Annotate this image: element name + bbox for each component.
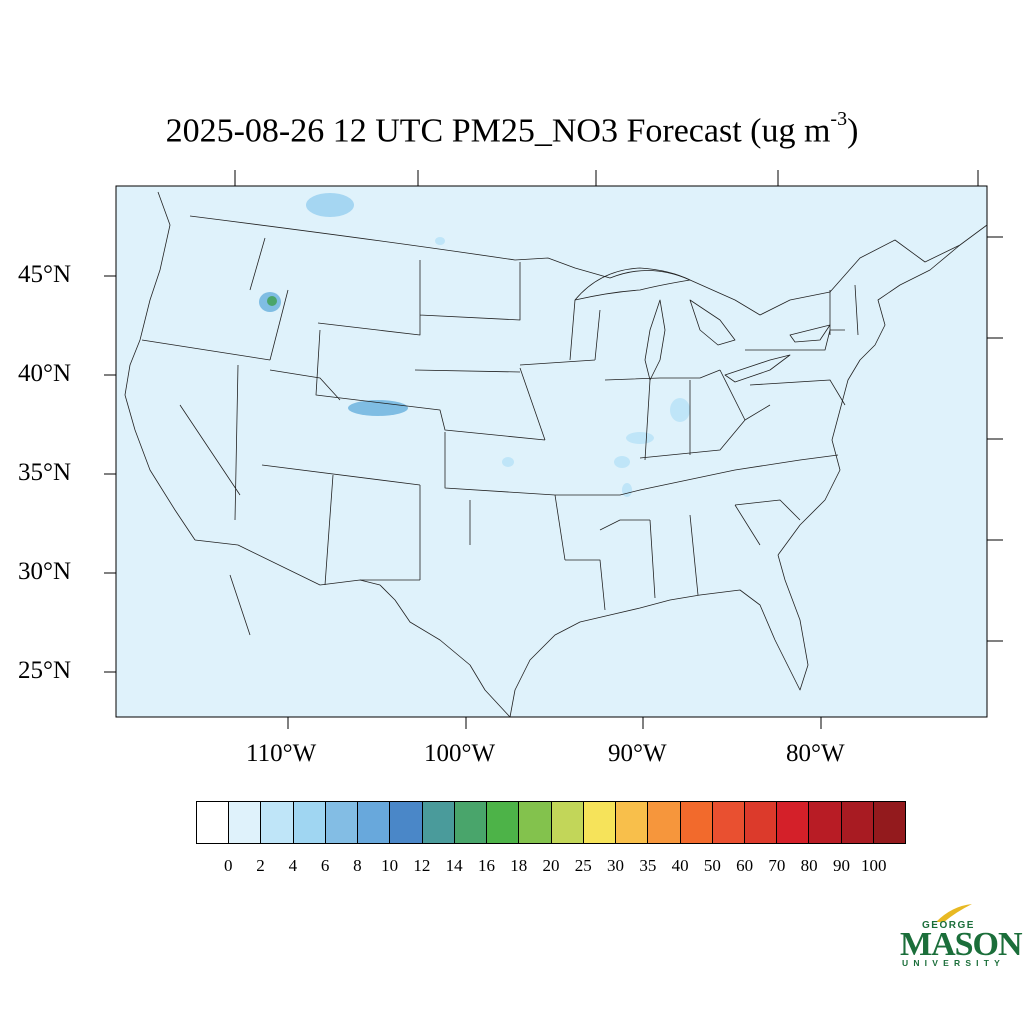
colorbar-label: 25: [574, 856, 592, 875]
colorbar-box: [390, 802, 423, 843]
colorbar-label: 50: [703, 856, 721, 875]
gulf-coast: [509, 554, 809, 718]
lake-superior: [574, 267, 691, 301]
colorbar-label: 16: [477, 856, 495, 875]
hotspot-illinois: [626, 432, 654, 444]
colorbar-label: 30: [607, 856, 625, 875]
colorbar-label: 8: [353, 856, 362, 875]
colorbar-label: 4: [288, 856, 298, 875]
colorbar-label: 0: [224, 856, 233, 875]
colorbar-label: 40: [671, 856, 689, 875]
colorbar-label: 6: [320, 856, 330, 875]
title-text: 2025-08-26 12 UTC PM25_NO3 Forecast (ug …: [165, 112, 831, 150]
west-coast: [124, 191, 196, 541]
lake-erie: [724, 354, 791, 383]
hotspot-arkansas: [622, 483, 632, 497]
hotspot-indiana: [670, 398, 690, 422]
tick-marks: [104, 170, 1003, 729]
lake-huron: [689, 299, 736, 346]
colorbar-box: [325, 802, 359, 843]
colorbar-box: [358, 802, 391, 843]
colorbar-label: 20: [542, 856, 560, 875]
colorbar-box: [744, 802, 778, 843]
colorbar-box: [551, 802, 584, 843]
colorbar-label: 60: [736, 856, 754, 875]
colorbar-label: 14: [445, 856, 463, 875]
hotspot-kansas: [502, 457, 514, 467]
colorbar-box: [648, 802, 681, 843]
hotspot-idaho-inner: [267, 296, 277, 306]
map-title: 2025-08-26 12 UTC PM25_NO3 Forecast (ug …: [0, 108, 1024, 150]
colorbar-box: [519, 802, 552, 843]
mexico-border: [194, 539, 511, 718]
map-background: [115, 185, 988, 718]
lat-label-35: 35°N: [18, 459, 72, 486]
logo-main-text: MASON: [900, 926, 1023, 963]
canada-border: [189, 215, 988, 316]
logo-bottom-text: UNIVERSITY: [902, 958, 1006, 968]
colorbar-label: 90: [832, 856, 850, 875]
lat-label-45: 45°N: [18, 261, 72, 288]
colorbar-box: [261, 802, 294, 843]
colorbar-box: [422, 802, 455, 843]
colorbar-label: 12: [413, 856, 431, 875]
colorbar-label: 2: [256, 856, 265, 875]
colorbar-box: [841, 802, 874, 843]
colorbar-label: 35: [639, 856, 657, 875]
hotspot-montana: [306, 193, 354, 217]
colorbar: [196, 801, 906, 844]
colorbar-box: [487, 802, 520, 843]
colorbar-labels: 0 2 4 6 8 10 12 14 16 18 20 25 30 35 40 50 60 70 80 90 100: [0, 856, 1024, 878]
colorbar-box: [229, 802, 262, 843]
colorbar-box: [712, 802, 745, 843]
lat-label-30: 30°N: [18, 558, 72, 585]
logo-top-text: GEORGE: [922, 920, 975, 931]
lat-label-40: 40°N: [18, 360, 72, 387]
hotspot-wisconsin: [435, 237, 445, 245]
title-units-exponent: -3: [830, 108, 848, 130]
colorbar-box: [873, 802, 906, 843]
gmu-logo: GEORGE MASON UNIVERSITY: [898, 900, 1023, 970]
colorbar-box: [680, 802, 713, 843]
state-lines: [141, 237, 859, 636]
colorbar-box: [293, 802, 326, 843]
boundaries: [124, 191, 988, 718]
colorbar-box: [454, 802, 488, 843]
colorbar-box: [809, 802, 842, 843]
east-coast: [777, 244, 961, 556]
lon-label-80w: 80°W: [786, 740, 845, 767]
lon-label-110w: 110°W: [246, 740, 317, 767]
concentration-hotspots: [259, 193, 690, 497]
colorbar-label: 100: [860, 856, 887, 875]
lake-ontario: [789, 324, 831, 343]
colorbar-box: [777, 802, 810, 843]
lon-label-90w: 90°W: [608, 740, 667, 767]
lon-label-100w: 100°W: [424, 740, 496, 767]
hotspot-missouri: [614, 456, 630, 468]
colorbar-label: 18: [510, 856, 528, 875]
colorbar-label: 70: [768, 856, 786, 875]
lat-label-25: 25°N: [18, 657, 72, 684]
colorbar-box: [197, 802, 230, 843]
colorbar-label: 80: [800, 856, 818, 875]
colorbar-box: [616, 802, 649, 843]
swoosh-icon: [936, 904, 972, 922]
title-close-paren: ): [847, 112, 859, 150]
colorbar-label: 10: [381, 856, 399, 875]
colorbar-box: [583, 802, 617, 843]
